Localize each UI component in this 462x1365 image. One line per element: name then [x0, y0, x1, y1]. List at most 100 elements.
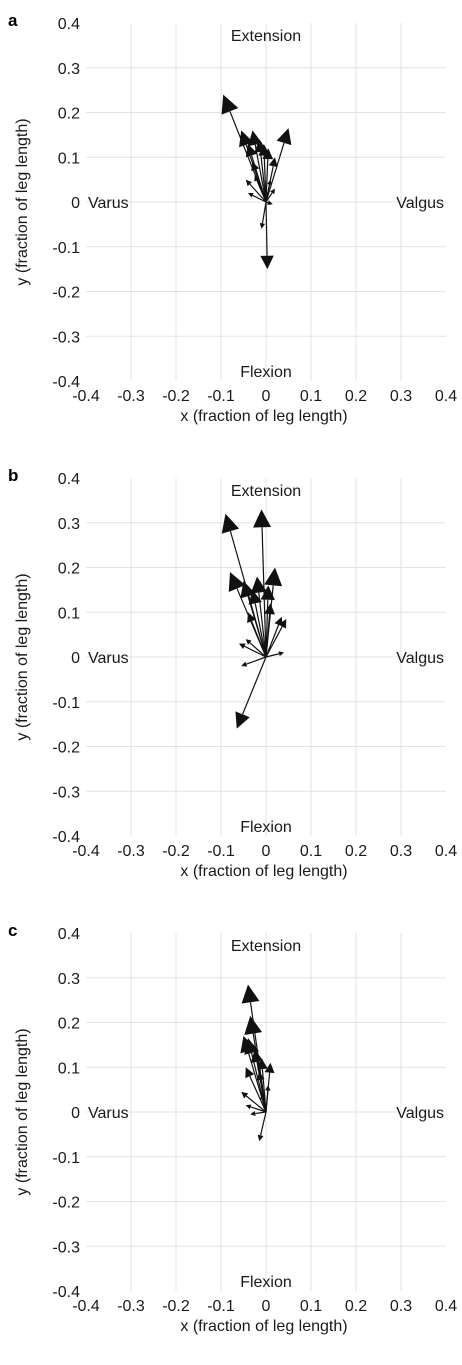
y-tick-label: 0.2 [58, 1016, 80, 1033]
vector-arrow [260, 201, 274, 270]
y-tick-label: -0.4 [52, 1284, 80, 1301]
x-tick-label: -0.3 [117, 1298, 145, 1315]
y-tick-label: 0.3 [58, 971, 80, 988]
vector-arrow [239, 643, 267, 658]
annotation-extension: Extension [231, 28, 301, 45]
vector-shaft [262, 1098, 267, 1113]
vector-head [245, 639, 252, 645]
y-tick-label: 0.2 [58, 106, 80, 123]
vector-head [265, 1085, 271, 1091]
y-axis-title: y (fraction of leg length) [14, 1028, 31, 1195]
x-tick-label: 0.4 [435, 388, 457, 405]
y-tick-label: -0.4 [52, 374, 80, 391]
vector-head [267, 200, 273, 206]
x-tick-label: 0.3 [390, 843, 412, 860]
y-tick-label: 0 [71, 195, 80, 212]
vector-head [270, 188, 275, 195]
vector-arrow [265, 128, 292, 203]
x-tick-label: 0.3 [390, 388, 412, 405]
y-tick-label: -0.1 [52, 240, 80, 257]
vector-head [248, 589, 262, 605]
vector-head [250, 1111, 256, 1117]
vector-shaft [265, 624, 280, 658]
vector-shaft [265, 201, 268, 256]
vector-shaft [265, 653, 280, 658]
vector-head [250, 1049, 264, 1064]
y-tick-label: 0 [71, 650, 80, 667]
vector-shaft [265, 159, 269, 203]
annotation-varus: Varus [88, 1105, 129, 1122]
grid [86, 23, 446, 381]
y-tick-label: -0.1 [52, 1150, 80, 1167]
x-tick-label: -0.2 [162, 388, 190, 405]
panel-label: c [8, 921, 17, 940]
y-tick-label: 0.3 [58, 516, 80, 533]
vector-head [245, 1067, 255, 1079]
vector-head [244, 1015, 263, 1036]
vector-arrow [250, 1111, 267, 1117]
annotation-varus: Varus [88, 650, 129, 667]
vector-shaft [265, 184, 271, 203]
vector-arrow [241, 656, 267, 667]
y-tick-label: -0.3 [52, 1239, 80, 1256]
vector-arrow [265, 1085, 271, 1113]
quiver-plot-a: a -0.4 -0.3 -0.2 -0.1 0 0.1 0.2 0.3 0.4 0.4 0.3 0.2 0… [8, 11, 457, 425]
vector-head [267, 179, 272, 186]
vector-arrow [235, 656, 267, 729]
vector-head [228, 571, 246, 593]
vector-arrow [245, 639, 267, 658]
vector-arrow [262, 148, 274, 203]
annotation-flexion: Flexion [240, 1274, 292, 1291]
x-tick-label: 0.4 [435, 1298, 457, 1315]
vector-shaft [250, 1106, 267, 1113]
y-tick-label: 0.1 [58, 1060, 80, 1077]
vector-head [253, 509, 272, 528]
vector-head [259, 223, 266, 229]
annotation-varus: Varus [88, 195, 129, 212]
x-axis-title: x (fraction of leg length) [180, 408, 347, 425]
vector-arrow [254, 175, 267, 203]
x-tick-label: 0 [262, 388, 271, 405]
x-tick-label: -0.3 [117, 388, 145, 405]
x-tick-label: 0.2 [345, 843, 367, 860]
vector-head [250, 576, 267, 594]
vector-series [221, 94, 292, 270]
vector-head [251, 161, 260, 172]
annotation-flexion: Flexion [240, 364, 292, 381]
vector-shaft [256, 180, 267, 203]
vector-shaft [249, 183, 267, 203]
x-tick-label: 0.1 [300, 843, 322, 860]
x-tick-label: -0.4 [72, 388, 100, 405]
vector-head [260, 585, 275, 600]
chart-panel-b: b -0.4 -0.3 -0.2 -0.1 0 0.1 0.2 0.3 0.4 0.4 0.3 0.2 0… [0, 455, 462, 910]
vector-shaft [247, 595, 267, 658]
y-tick-label: 0 [71, 1105, 80, 1122]
vector-head [221, 513, 240, 534]
vector-shaft [245, 1095, 267, 1113]
vector-arrow [257, 1111, 267, 1142]
vector-series [240, 984, 275, 1142]
vector-head [257, 1134, 264, 1142]
vector-head [239, 643, 246, 649]
vector-head [262, 148, 274, 160]
vector-arrow [259, 201, 267, 229]
vector-shaft [263, 155, 267, 203]
x-tick-label: -0.2 [162, 1298, 190, 1315]
vector-arrow [248, 193, 267, 203]
vector-head [257, 1058, 268, 1070]
vector-arrow [265, 651, 284, 658]
vector-arrow [265, 188, 275, 203]
vector-shaft [260, 1111, 267, 1136]
panel-label: a [8, 11, 18, 30]
x-tick-label: 0.2 [345, 388, 367, 405]
vector-arrow [248, 589, 267, 658]
y-tick-label: 0.4 [58, 471, 80, 488]
vector-shaft [249, 1075, 267, 1113]
vector-shaft [252, 194, 267, 203]
vector-arrow [245, 1067, 267, 1113]
x-tick-label: 0.2 [345, 1298, 367, 1315]
x-tick-label: 0 [262, 1298, 271, 1315]
y-tick-label: 0.1 [58, 605, 80, 622]
vector-head [264, 1062, 275, 1074]
vector-head [264, 567, 283, 587]
